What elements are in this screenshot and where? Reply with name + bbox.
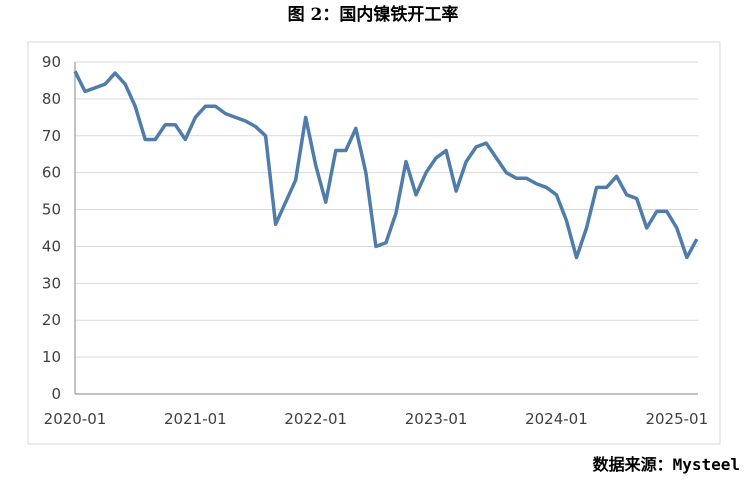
y-tick-label: 60	[42, 164, 61, 182]
y-tick-label: 0	[51, 385, 61, 403]
y-tick-label: 10	[42, 348, 61, 366]
y-tick-label: 50	[42, 201, 61, 219]
chart-frame	[27, 41, 721, 445]
data-line	[73, 70, 699, 260]
y-tick-label: 90	[42, 53, 61, 71]
x-tick-label: 2025-01	[645, 410, 708, 428]
x-tick-label: 2024-01	[525, 410, 588, 428]
x-tick-label: 2023-01	[405, 410, 468, 428]
x-tick-label: 2020-01	[44, 410, 107, 428]
y-tick-label: 20	[42, 311, 61, 329]
x-tick-label: 2021-01	[164, 410, 227, 428]
y-tick-label: 70	[42, 127, 61, 145]
source: 数据来源：Mysteel	[593, 455, 740, 474]
chart-title: 图 2：国内镍铁开工率	[288, 4, 459, 25]
x-tick-label: 2022-01	[284, 410, 347, 428]
y-tick-label: 80	[42, 90, 61, 108]
y-tick-label: 30	[42, 274, 61, 292]
y-tick-label: 40	[42, 237, 61, 255]
